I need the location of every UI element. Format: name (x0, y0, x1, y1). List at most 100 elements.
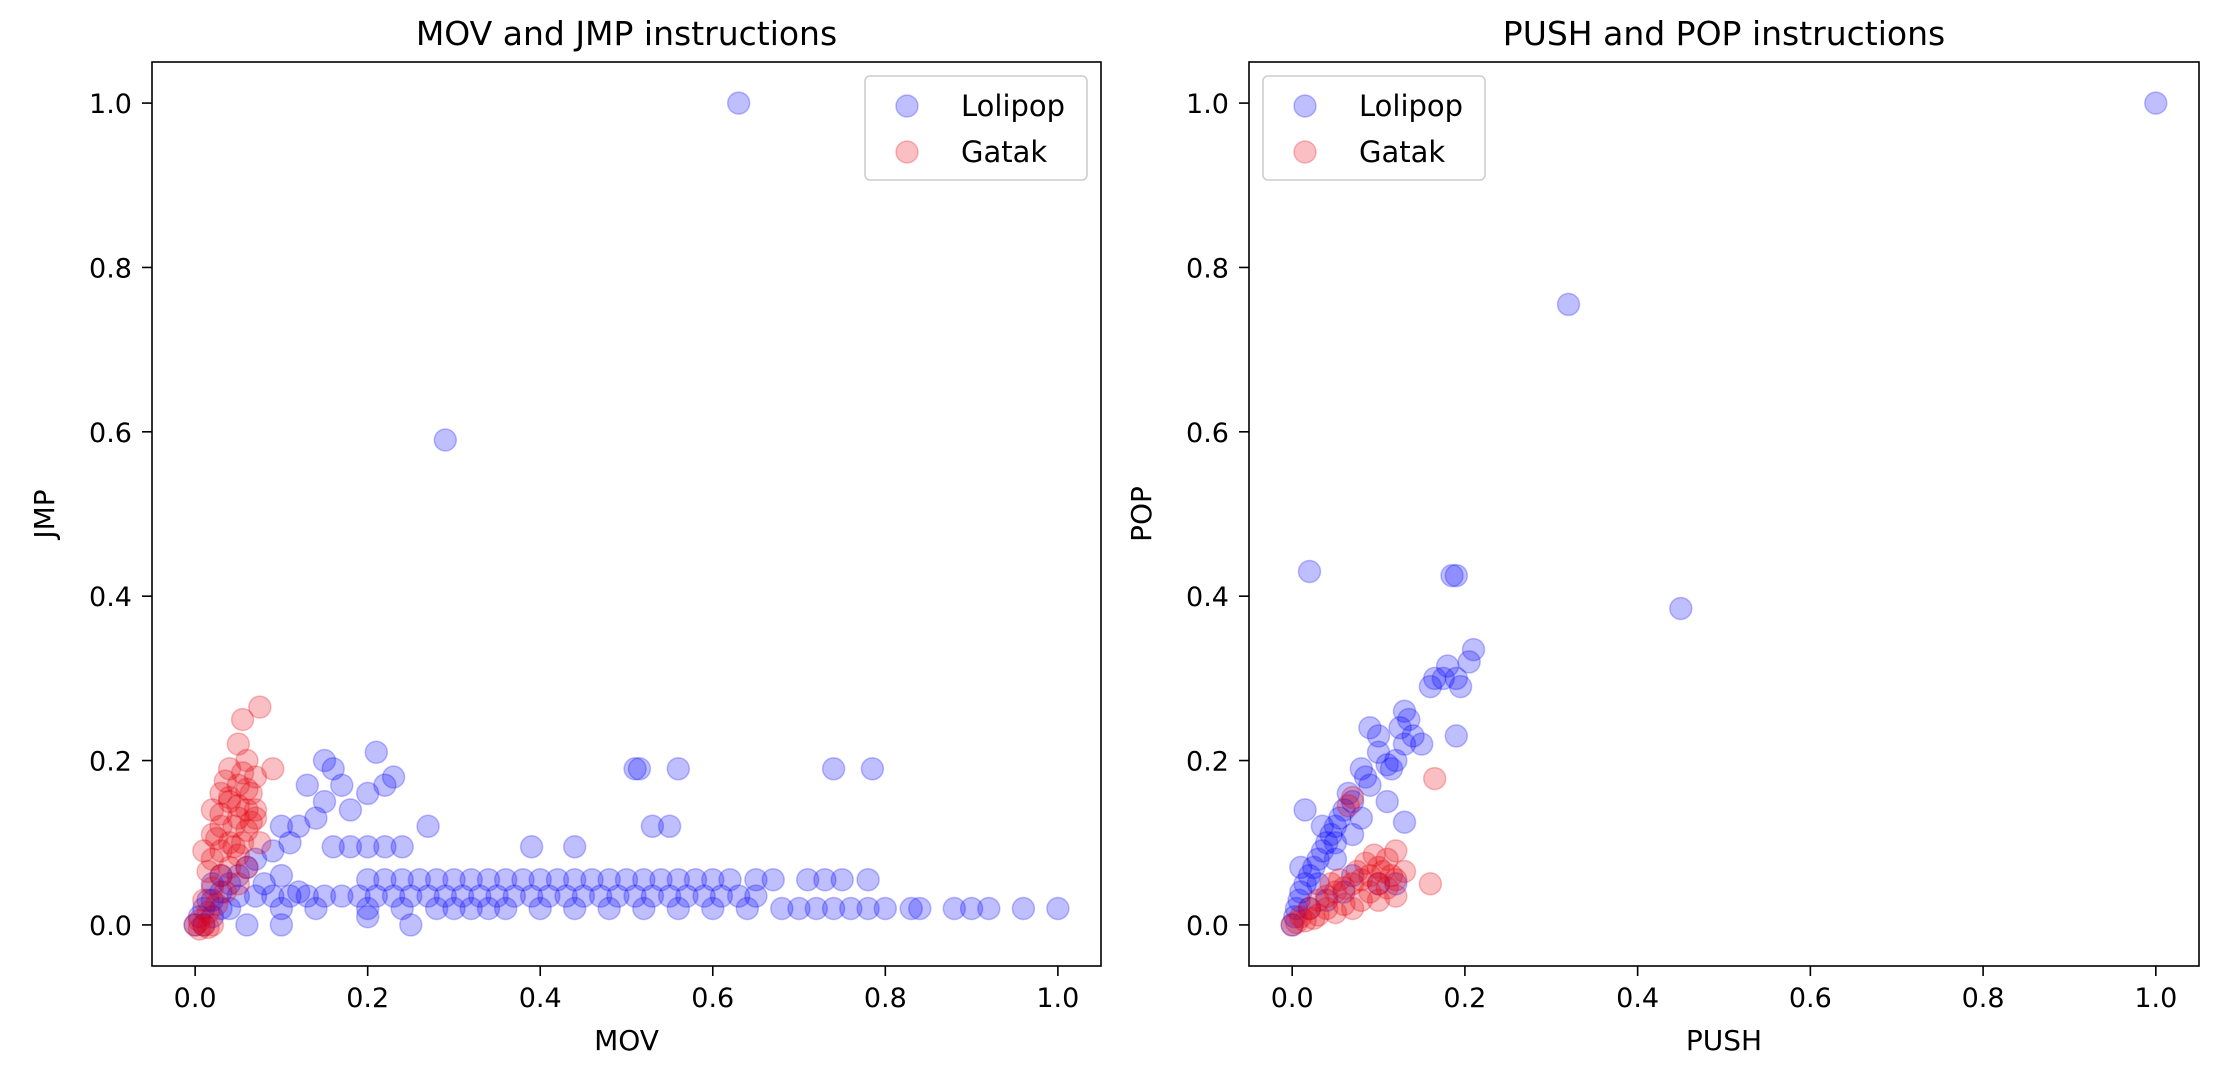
scatter-point (226, 863, 251, 888)
scatter-point (217, 872, 242, 896)
scatter-point (787, 896, 811, 921)
scatter-point (1397, 707, 1421, 732)
scatter-point (606, 884, 630, 908)
scatter-point (355, 904, 380, 929)
scatter-point (261, 757, 285, 781)
scatter-point (1323, 880, 1348, 904)
x-tick-label: 0.2 (1443, 983, 1486, 1014)
legend-marker (1293, 94, 1317, 118)
scatter-point (226, 793, 251, 818)
y-tick-label: 1.0 (89, 89, 132, 120)
legend-marker (895, 140, 919, 164)
scatter-point (304, 806, 328, 830)
scatter-point (692, 884, 716, 908)
scatter-point (1392, 810, 1417, 834)
scatter-point (1297, 863, 1322, 888)
scatter-point (200, 913, 225, 937)
scatter-point (192, 896, 216, 921)
scatter-point (519, 884, 544, 908)
scatter-point (1358, 863, 1382, 888)
scatter-point (726, 91, 751, 115)
scatter-point (683, 867, 708, 892)
y-tick-label: 0.8 (89, 253, 132, 284)
scatter-point (1327, 867, 1352, 892)
scatter-point (338, 798, 363, 822)
scatter-point (209, 802, 233, 826)
scatter-point (355, 896, 380, 921)
scatter-point (1353, 851, 1378, 876)
x-axis-label: PUSH (1686, 1024, 1762, 1057)
scatter-point (192, 913, 216, 937)
y-tick-label: 0.6 (89, 418, 132, 449)
scatter-point (1323, 814, 1348, 839)
scatter-point (795, 867, 820, 892)
scatter-point (1384, 884, 1408, 908)
scatter-point (1362, 843, 1386, 867)
scatter-point (1323, 847, 1348, 871)
scatter-point (468, 884, 492, 908)
series-gatak (183, 695, 285, 941)
scatter-point (373, 867, 397, 892)
scatter-point (217, 785, 242, 810)
scatter-point (502, 884, 527, 908)
x-tick-label: 0.8 (864, 983, 907, 1014)
scatter-point (1340, 896, 1365, 921)
scatter-point (261, 884, 285, 908)
scatter-point (235, 855, 259, 880)
scatter-point (1444, 724, 1469, 748)
scatter-point (269, 896, 294, 921)
scatter-point (183, 913, 207, 937)
scatter-point (269, 863, 294, 888)
data-points (183, 91, 1070, 941)
scatter-point (1349, 888, 1374, 913)
scatter-point (1349, 867, 1374, 892)
scatter-point (226, 872, 251, 896)
scatter-point (1340, 789, 1365, 814)
scatter-point (1435, 654, 1460, 678)
x-tick-label: 1.0 (1036, 983, 1079, 1014)
scatter-point (450, 884, 475, 908)
scatter-point (1444, 563, 1469, 588)
scatter-point (1297, 896, 1322, 921)
scatter-point (571, 884, 596, 908)
scatter-point (1384, 872, 1408, 896)
scatter-point (226, 843, 251, 867)
scatter-point (1284, 910, 1309, 935)
scatter-point (2144, 91, 2168, 115)
scatter-point (1306, 872, 1330, 896)
scatter-point (196, 900, 220, 925)
series-gatak (1280, 766, 1447, 937)
scatter-point (235, 798, 259, 822)
scatter-point (286, 814, 311, 839)
ticks: 0.0 0.2 0.4 0.6 0.8 1.0 0.0 0.2 0.4 0.6 0.8 1.0 (89, 89, 1079, 1014)
scatter-point (821, 757, 846, 781)
x-tick-label: 0.6 (691, 983, 734, 1014)
scatter-point (407, 867, 432, 892)
scatter-point (187, 904, 212, 929)
scatter-point (899, 896, 923, 921)
scatter-point (217, 830, 242, 855)
scatter-point (187, 917, 212, 941)
scatter-point (200, 872, 225, 896)
scatter-point (1340, 863, 1365, 888)
scatter-point (243, 847, 268, 871)
scatter-point (545, 867, 570, 892)
scatter-point (770, 896, 794, 921)
scatter-point (399, 913, 423, 937)
scatter-point (649, 867, 673, 892)
scatter-point (416, 814, 440, 839)
scatter-point (235, 748, 259, 773)
scatter-point (226, 773, 251, 797)
scatter-point (1327, 806, 1352, 830)
scatter-point (295, 884, 320, 908)
scatter-point (209, 896, 233, 921)
scatter-point (640, 814, 665, 839)
scatter-point (1345, 859, 1369, 884)
scatter-point (286, 880, 311, 904)
scatter-point (355, 835, 380, 859)
scatter-point (183, 913, 207, 937)
plot-frame (1248, 61, 2200, 967)
scatter-point (416, 884, 440, 908)
x-tick-label: 0.8 (1962, 983, 2005, 1014)
scatter-point (804, 896, 829, 921)
